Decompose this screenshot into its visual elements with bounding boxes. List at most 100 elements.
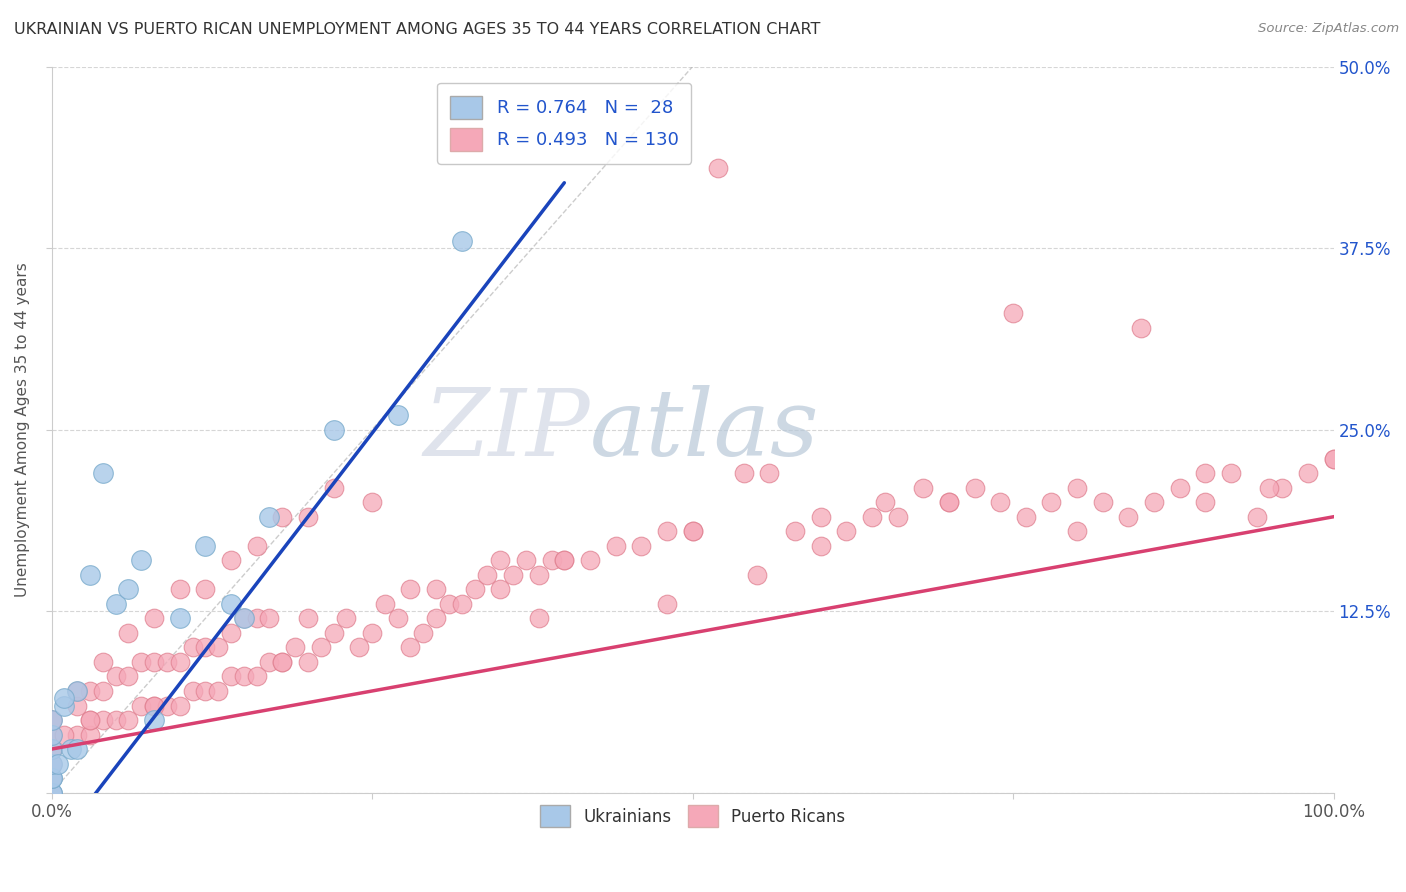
Point xyxy=(41,756,63,771)
Y-axis label: Unemployment Among Ages 35 to 44 years: Unemployment Among Ages 35 to 44 years xyxy=(15,262,30,597)
Point xyxy=(41,756,63,771)
Point xyxy=(259,611,281,625)
Point xyxy=(129,698,152,713)
Point xyxy=(143,698,166,713)
Point xyxy=(169,582,191,597)
Point xyxy=(156,655,179,669)
Point xyxy=(259,509,281,524)
Point xyxy=(733,466,755,480)
Point xyxy=(1258,481,1281,495)
Point xyxy=(194,582,217,597)
Point xyxy=(143,713,166,727)
Point xyxy=(1143,495,1166,509)
Point xyxy=(655,524,678,539)
Point xyxy=(912,481,935,495)
Point xyxy=(361,626,384,640)
Text: atlas: atlas xyxy=(591,384,820,475)
Point xyxy=(835,524,858,539)
Point xyxy=(297,509,319,524)
Point xyxy=(361,495,384,509)
Point xyxy=(464,582,486,597)
Point xyxy=(425,611,447,625)
Point xyxy=(553,553,575,567)
Point xyxy=(1040,495,1063,509)
Point xyxy=(1066,481,1088,495)
Point xyxy=(1246,509,1268,524)
Point xyxy=(66,728,89,742)
Point xyxy=(322,481,344,495)
Point xyxy=(79,567,101,582)
Point xyxy=(79,684,101,698)
Point xyxy=(1194,466,1216,480)
Point xyxy=(91,684,114,698)
Point xyxy=(91,655,114,669)
Point xyxy=(41,742,63,756)
Point xyxy=(219,669,242,683)
Point xyxy=(41,742,63,756)
Point xyxy=(527,567,550,582)
Point xyxy=(79,713,101,727)
Point xyxy=(322,626,344,640)
Point xyxy=(284,640,307,655)
Point xyxy=(129,553,152,567)
Point xyxy=(527,611,550,625)
Point xyxy=(477,567,499,582)
Point xyxy=(515,553,537,567)
Point xyxy=(988,495,1011,509)
Point xyxy=(66,684,89,698)
Point xyxy=(117,669,139,683)
Point xyxy=(117,713,139,727)
Point xyxy=(271,655,294,669)
Point xyxy=(1220,466,1243,480)
Point xyxy=(181,684,204,698)
Point xyxy=(1168,481,1191,495)
Point xyxy=(630,539,652,553)
Point xyxy=(156,698,179,713)
Point xyxy=(232,611,254,625)
Point xyxy=(399,582,422,597)
Point xyxy=(489,582,512,597)
Point xyxy=(259,655,281,669)
Point xyxy=(41,713,63,727)
Point xyxy=(246,669,269,683)
Point xyxy=(963,481,986,495)
Point xyxy=(117,582,139,597)
Point xyxy=(1118,509,1140,524)
Point xyxy=(41,756,63,771)
Point xyxy=(309,640,332,655)
Point xyxy=(412,626,434,640)
Point xyxy=(79,713,101,727)
Point xyxy=(1322,451,1344,466)
Point xyxy=(347,640,370,655)
Point xyxy=(46,756,69,771)
Point xyxy=(41,771,63,785)
Point xyxy=(1271,481,1294,495)
Point xyxy=(194,539,217,553)
Point xyxy=(758,466,780,480)
Point xyxy=(66,684,89,698)
Point xyxy=(169,611,191,625)
Point xyxy=(297,611,319,625)
Point xyxy=(194,640,217,655)
Point xyxy=(232,611,254,625)
Point xyxy=(810,509,832,524)
Point xyxy=(374,597,396,611)
Point xyxy=(79,728,101,742)
Point xyxy=(707,161,730,176)
Point xyxy=(143,611,166,625)
Point xyxy=(246,539,269,553)
Point xyxy=(53,691,76,706)
Point xyxy=(246,611,269,625)
Point xyxy=(810,539,832,553)
Point xyxy=(1194,495,1216,509)
Point xyxy=(181,640,204,655)
Point xyxy=(53,728,76,742)
Point xyxy=(143,698,166,713)
Point xyxy=(1066,524,1088,539)
Point xyxy=(271,509,294,524)
Point xyxy=(104,713,127,727)
Point xyxy=(207,684,229,698)
Point xyxy=(399,640,422,655)
Point xyxy=(207,640,229,655)
Legend: Ukrainians, Puerto Ricans: Ukrainians, Puerto Ricans xyxy=(531,797,853,835)
